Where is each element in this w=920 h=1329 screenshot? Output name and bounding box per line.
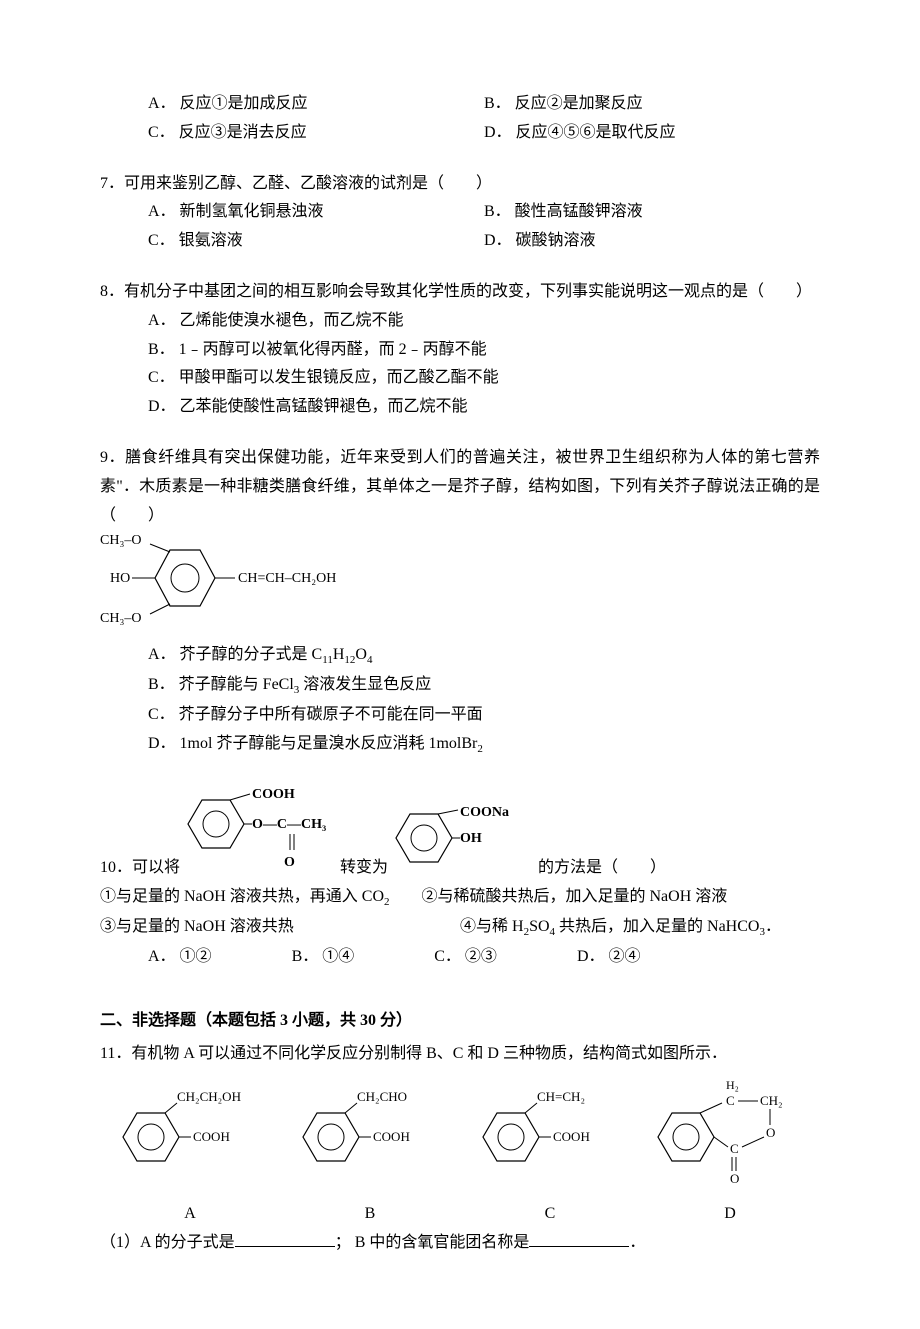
q11-structure-c: CH=CH₂ COOH C bbox=[460, 1085, 640, 1229]
svg-text:COOH: COOH bbox=[193, 1129, 230, 1144]
svg-text:C: C bbox=[726, 1093, 735, 1108]
q8-stem: 8．有机分子中基团之间的相互影响会导致其化学性质的改变，下列事实能说明这一观点的… bbox=[100, 278, 820, 307]
q11-stem: 11．有机物 A 可以通过不同化学反应分别制得 B、C 和 D 三种物质，结构简… bbox=[100, 1040, 820, 1069]
svg-text:O: O bbox=[284, 855, 295, 870]
svg-text:O: O bbox=[730, 1171, 739, 1185]
q7-opt-c: C． 银氨溶液 bbox=[148, 227, 484, 256]
blank-1[interactable] bbox=[235, 1231, 335, 1247]
blank-2[interactable] bbox=[529, 1231, 629, 1247]
q8-opt-b: B． 1﹣丙醇可以被氧化得丙醛，而 2﹣丙醇不能 bbox=[100, 336, 820, 365]
q10-structure-2: COONa OH bbox=[388, 802, 538, 883]
svg-text:CH₃–O: CH₃–O bbox=[100, 611, 141, 626]
svg-text:OH: OH bbox=[460, 831, 482, 846]
q7-opt-a: A． 新制氢氧化铜悬浊液 bbox=[148, 198, 484, 227]
q8-opt-a: A． 乙烯能使溴水褪色，而乙烷不能 bbox=[100, 307, 820, 336]
q10-opt-c: C． ②③ bbox=[434, 943, 497, 972]
q9-opt-d: D． 1mol 芥子醇能与足量溴水反应消耗 1molBr2 bbox=[100, 730, 820, 760]
q9-stem: 9．膳食纤维具有突出保健功能，近年来受到人们的普遍关注，被世界卫生组织称为人体的… bbox=[100, 444, 820, 530]
section-2-title: 二、非选择题（本题包括 3 小题，共 30 分） bbox=[100, 1007, 820, 1036]
q11-structure-a: CH₂CH₂OH COOH A bbox=[100, 1085, 280, 1229]
q11-structure-b: CH₂CHO COOH B bbox=[280, 1085, 460, 1229]
q10-opt-d: D． ②④ bbox=[577, 943, 641, 972]
svg-text:COONa: COONa bbox=[460, 805, 509, 820]
svg-text:CH=CH–CH₂OH: CH=CH–CH₂OH bbox=[238, 571, 336, 586]
q9-opt-b: B． 芥子醇能与 FeCl3 溶液发生显色反应 bbox=[100, 671, 820, 701]
q10-opt-b: B． ①④ bbox=[292, 943, 355, 972]
question-11: 11．有机物 A 可以通过不同化学反应分别制得 B、C 和 D 三种物质，结构简… bbox=[100, 1040, 820, 1257]
q10-opt-a: A． ①② bbox=[148, 943, 212, 972]
q10-mid: 转变为 bbox=[340, 854, 388, 883]
svg-text:COOH: COOH bbox=[553, 1129, 590, 1144]
q10-pre: 10．可以将 bbox=[100, 854, 180, 883]
q6-opt-d: D． 反应④⑤⑥是取代反应 bbox=[484, 119, 820, 148]
svg-text:CH₂: CH₂ bbox=[760, 1093, 783, 1108]
svg-text:CH₂CHO: CH₂CHO bbox=[357, 1089, 407, 1104]
q8-opt-d: D． 乙苯能使酸性高锰酸钾褪色，而乙烷不能 bbox=[100, 393, 820, 422]
q6-opt-a: A． 反应①是加成反应 bbox=[148, 90, 484, 119]
question-7: 7．可用来鉴别乙醇、乙醛、乙酸溶液的试剂是（ ） A． 新制氢氧化铜悬浊液 B．… bbox=[100, 170, 820, 256]
svg-text:O—C—CH₃: O—C—CH₃ bbox=[252, 817, 326, 832]
question-6-options: A． 反应①是加成反应 B． 反应②是加聚反应 C． 反应③是消去反应 D． 反… bbox=[100, 90, 820, 148]
svg-text:CH₂CH₂OH: CH₂CH₂OH bbox=[177, 1089, 241, 1104]
q10-post: 的方法是（ ） bbox=[538, 854, 666, 883]
svg-text:CH=CH₂: CH=CH₂ bbox=[537, 1089, 585, 1104]
q9-structure: CH₃–O HO CH₃–O CH=CH–CH₂OH bbox=[100, 530, 380, 641]
q7-opt-b: B． 酸性高锰酸钾溶液 bbox=[484, 198, 820, 227]
q11-part1: （1）A 的分子式是； B 中的含氧官能团名称是． bbox=[100, 1229, 820, 1258]
svg-text:H₂: H₂ bbox=[726, 1078, 739, 1092]
question-9: 9．膳食纤维具有突出保健功能，近年来受到人们的普遍关注，被世界卫生组织称为人体的… bbox=[100, 444, 820, 760]
q10-line1: ①与足量的 NaOH 溶液共热，再通入 CO2 ②与稀硫酸共热后，加入足量的 N… bbox=[100, 883, 820, 913]
svg-text:HO: HO bbox=[110, 571, 130, 586]
q9-opt-a: A． 芥子醇的分子式是 C11H12O4 bbox=[100, 641, 820, 671]
question-10: 10．可以将 COOH O—C—CH₃ O 转变为 COONa bbox=[100, 782, 820, 972]
q11-structure-d: H₂ C CH₂ O C O D bbox=[640, 1075, 820, 1229]
q10-line2: ③与足量的 NaOH 溶液共热 ④与稀 H2SO4 共热后，加入足量的 NaHC… bbox=[100, 913, 820, 943]
svg-text:COOH: COOH bbox=[373, 1129, 410, 1144]
svg-text:C: C bbox=[730, 1141, 739, 1156]
q7-opt-d: D． 碳酸钠溶液 bbox=[484, 227, 820, 256]
q6-opt-b: B． 反应②是加聚反应 bbox=[484, 90, 820, 119]
svg-text:COOH: COOH bbox=[252, 787, 295, 802]
svg-text:CH₃–O: CH₃–O bbox=[100, 533, 141, 548]
q9-opt-c: C． 芥子醇分子中所有碳原子不可能在同一平面 bbox=[100, 701, 820, 730]
q10-structure-1: COOH O—C—CH₃ O bbox=[180, 782, 340, 883]
question-8: 8．有机分子中基团之间的相互影响会导致其化学性质的改变，下列事实能说明这一观点的… bbox=[100, 278, 820, 422]
q6-opt-c: C． 反应③是消去反应 bbox=[148, 119, 484, 148]
q7-stem: 7．可用来鉴别乙醇、乙醛、乙酸溶液的试剂是（ ） bbox=[100, 170, 820, 199]
q8-opt-c: C． 甲酸甲酯可以发生银镜反应，而乙酸乙酯不能 bbox=[100, 364, 820, 393]
svg-text:O: O bbox=[766, 1125, 775, 1140]
